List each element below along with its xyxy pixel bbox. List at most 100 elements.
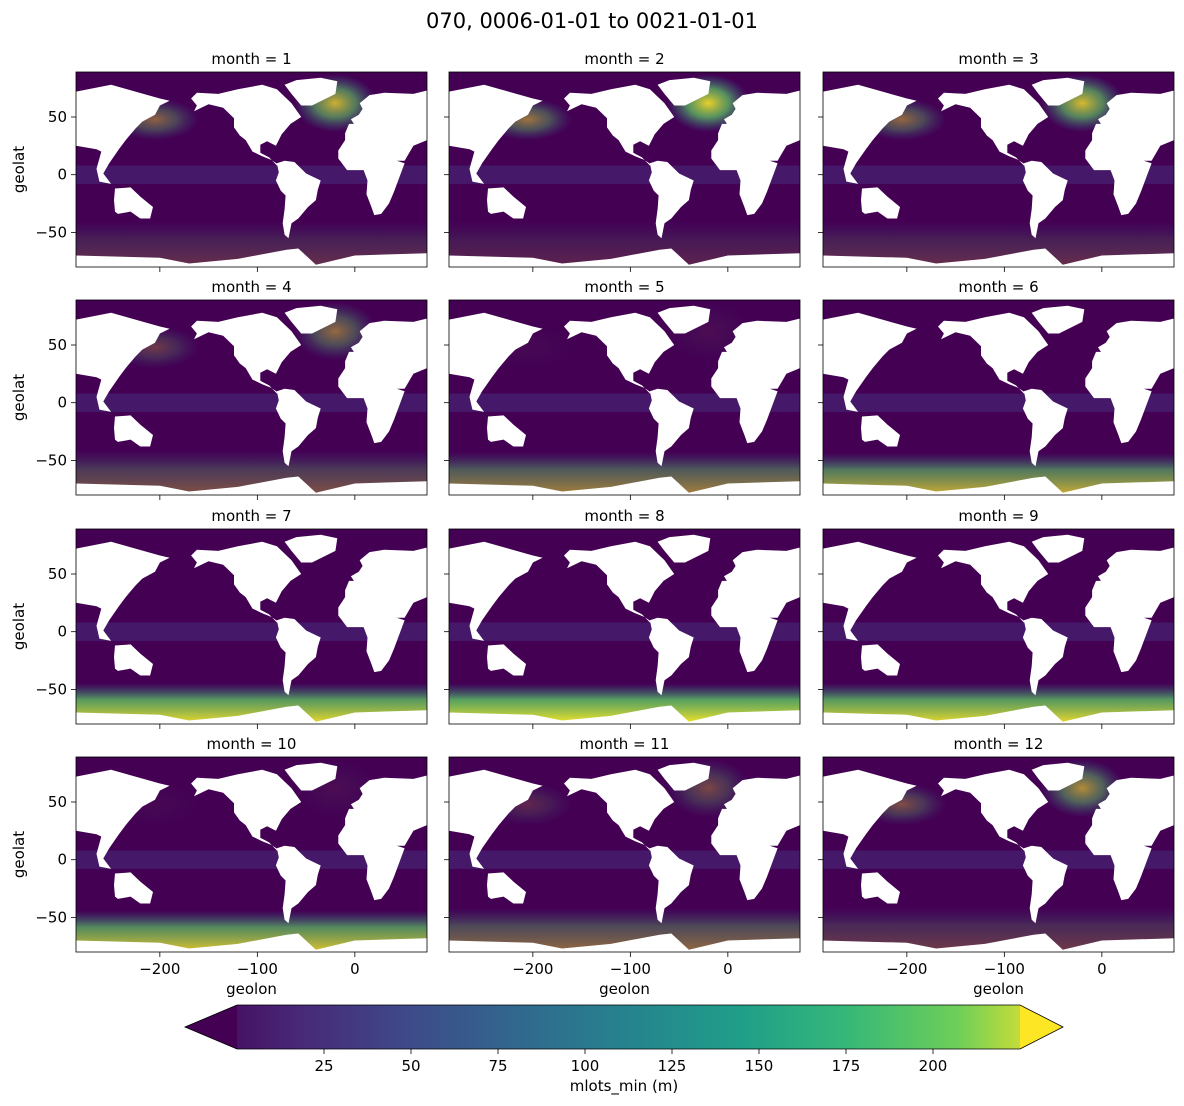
land-eurasia-africa <box>1085 529 1174 673</box>
y-axis-label: geolat <box>10 831 28 878</box>
land-eurasia-africa <box>338 300 427 444</box>
colorbar: 25 50 75 100 125 150 175 200 mlots_min (m) <box>183 1004 1064 1096</box>
colorbar-tick-label: 150 <box>745 1057 774 1075</box>
land-north-america <box>938 84 1049 166</box>
land-east-asia <box>76 541 170 641</box>
map-panel-month-8: month = 8 <box>444 507 801 729</box>
x-axis-label: geolon <box>599 980 650 998</box>
land-north-america <box>938 541 1049 623</box>
land-east-asia <box>76 769 170 869</box>
land-south-america <box>648 845 694 924</box>
map-panel-month-9: month = 9 <box>818 507 1175 729</box>
land-eurasia-africa <box>338 529 427 673</box>
land-south-america <box>1022 845 1068 924</box>
land-east-asia <box>449 84 543 184</box>
land-north-america <box>938 312 1049 394</box>
equatorial-band <box>449 850 800 869</box>
land-south-america <box>648 160 694 239</box>
panel-title: month = 12 <box>954 735 1044 753</box>
y-tick-label: 50 <box>48 565 67 583</box>
equatorial-band <box>76 165 427 184</box>
land-antarctica <box>449 476 800 495</box>
panel-title: month = 8 <box>584 507 664 525</box>
colorbar-tick-label: 25 <box>314 1057 333 1075</box>
land-east-asia <box>449 312 543 412</box>
land-south-america <box>275 388 321 467</box>
land-greenland <box>284 762 338 791</box>
x-tick-label: 0 <box>350 960 360 978</box>
land-east-asia <box>76 312 170 412</box>
x-tick-label: −200 <box>139 960 180 978</box>
land-south-america <box>1022 617 1068 696</box>
panel-title: month = 7 <box>211 507 291 525</box>
land-eurasia-africa <box>711 72 800 216</box>
land-antarctica <box>76 476 427 495</box>
land-australia <box>487 415 526 447</box>
y-tick-label: −50 <box>35 223 67 241</box>
panel-title: month = 2 <box>584 50 664 68</box>
panel-title: month = 11 <box>580 735 670 753</box>
colorbar-body <box>185 1005 1063 1049</box>
equatorial-band <box>449 393 800 412</box>
land-eurasia-africa <box>1085 72 1174 216</box>
x-axis-label: geolon <box>226 980 277 998</box>
colorbar-tick-label: 50 <box>401 1057 420 1075</box>
y-tick-label: 50 <box>48 793 67 811</box>
land-antarctica <box>449 248 800 267</box>
equatorial-band <box>823 622 1174 641</box>
land-greenland <box>1031 762 1085 791</box>
land-east-asia <box>823 769 917 869</box>
axes-frame <box>448 528 801 725</box>
colorbar-tick-label: 200 <box>919 1057 948 1075</box>
land-south-america <box>1022 160 1068 239</box>
y-tick-label: 0 <box>57 394 67 412</box>
land-north-america <box>191 541 302 623</box>
land-east-asia <box>823 84 917 184</box>
land-australia <box>487 644 526 676</box>
panel-title: month = 4 <box>211 278 291 296</box>
equatorial-band <box>449 165 800 184</box>
axes-frame <box>448 71 801 268</box>
land-eurasia-africa <box>338 757 427 901</box>
land-australia <box>861 415 900 447</box>
land-australia <box>114 872 153 904</box>
axes-frame <box>448 756 801 953</box>
equatorial-band <box>76 622 427 641</box>
y-tick-label: −50 <box>35 908 67 926</box>
map-panel-month-3: month = 3 <box>818 50 1175 272</box>
equatorial-band <box>823 165 1174 184</box>
equatorial-band <box>823 850 1174 869</box>
map-panel-month-1: month = 1 50 0 −50 geolat <box>10 50 428 272</box>
land-antarctica <box>449 933 800 952</box>
panel-title: month = 9 <box>958 507 1038 525</box>
land-greenland <box>657 77 711 106</box>
land-east-asia <box>449 541 543 641</box>
land-north-america <box>191 84 302 166</box>
panel-grid: month = 1 50 0 −50 geolat month = 2 month = 3 m… <box>10 50 1175 998</box>
land-east-asia <box>823 312 917 412</box>
land-antarctica <box>76 933 427 952</box>
land-eurasia-africa <box>338 72 427 216</box>
colorbar-extend-low <box>185 1005 237 1049</box>
land-greenland <box>284 534 338 563</box>
x-tick-label: −100 <box>610 960 651 978</box>
axes-frame <box>75 528 428 725</box>
figure-title: 070, 0006-01-01 to 0021-01-01 <box>426 9 758 33</box>
land-north-america <box>191 769 302 851</box>
equatorial-band <box>76 393 427 412</box>
y-tick-label: 50 <box>48 108 67 126</box>
y-axis-label: geolat <box>10 374 28 421</box>
x-tick-label: 0 <box>723 960 733 978</box>
map-panel-month-6: month = 6 <box>818 278 1175 500</box>
axes-frame <box>75 71 428 268</box>
y-tick-label: 50 <box>48 336 67 354</box>
land-greenland <box>657 534 711 563</box>
land-greenland <box>1031 534 1085 563</box>
land-eurasia-africa <box>1085 757 1174 901</box>
x-tick-label: −200 <box>886 960 927 978</box>
land-australia <box>114 187 153 219</box>
x-tick-label: −100 <box>237 960 278 978</box>
land-australia <box>487 187 526 219</box>
panel-title: month = 10 <box>207 735 297 753</box>
axes-frame <box>448 299 801 496</box>
